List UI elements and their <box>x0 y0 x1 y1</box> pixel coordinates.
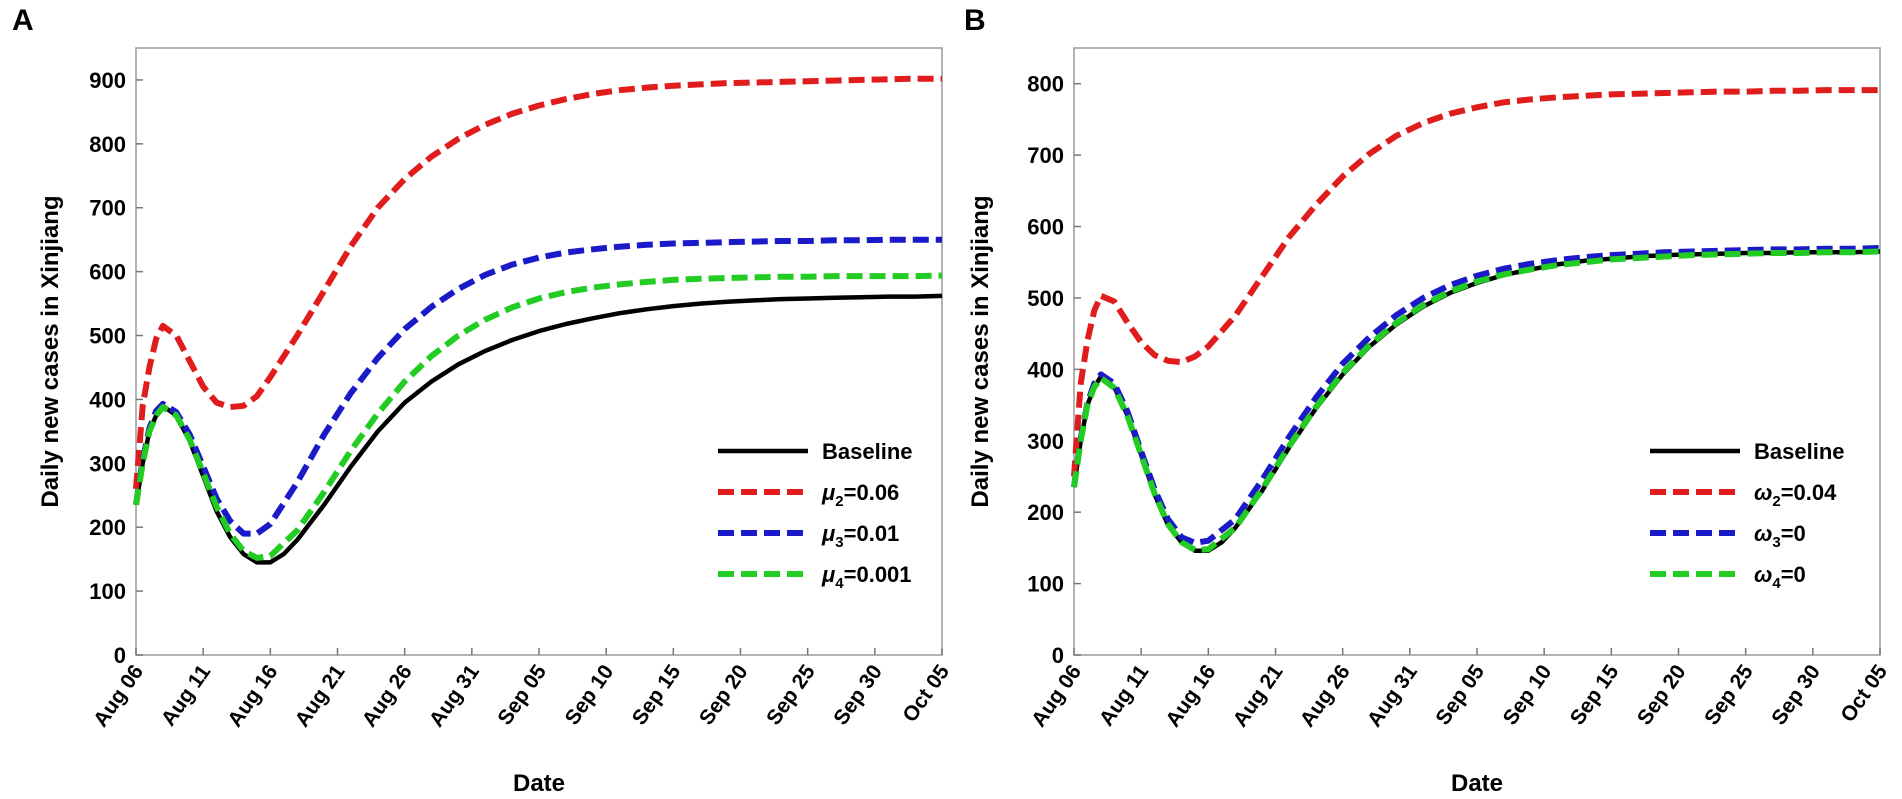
legend-label: μ2=0.06 <box>821 480 899 510</box>
legend-label: ω3=0 <box>1754 521 1806 551</box>
y-tick-label: 300 <box>89 451 126 476</box>
x-axis-label: Date <box>1451 770 1503 797</box>
y-tick-label: 700 <box>1027 143 1064 168</box>
x-tick-label: Sep 15 <box>628 660 686 729</box>
x-tick-label: Sep 25 <box>762 660 820 729</box>
panel-label: A <box>12 4 34 37</box>
x-tick-label: Sep 30 <box>1767 661 1825 730</box>
y-tick-label: 0 <box>1052 643 1064 668</box>
y-axis-label: Daily new cases in Xinjiang <box>37 195 64 507</box>
x-tick-label: Oct 05 <box>1836 660 1892 726</box>
legend: Baseline ω2=0.04 ω3=0 ω4=0 <box>1650 439 1845 592</box>
x-tick-label: Aug 26 <box>1296 661 1355 732</box>
x-tick-label: Aug 06 <box>89 661 148 732</box>
y-tick-label: 0 <box>114 643 126 668</box>
y-axis-label: Daily new cases in Xinjiang <box>967 195 994 507</box>
x-tick-label: Aug 21 <box>1229 660 1288 731</box>
x-tick-label: Aug 26 <box>358 661 417 732</box>
x-tick-label: Aug 31 <box>1363 660 1422 731</box>
x-tick-label: Aug 11 <box>157 660 216 730</box>
x-tick-label: Sep 30 <box>829 661 887 730</box>
legend-label: ω4=0 <box>1754 562 1806 592</box>
y-tick-label: 600 <box>1027 215 1064 240</box>
x-tick-label: Sep 10 <box>561 661 619 730</box>
x-tick-label: Aug 06 <box>1027 661 1086 732</box>
x-tick-label: Aug 11 <box>1095 660 1154 730</box>
x-tick-label: Aug 31 <box>425 660 484 731</box>
y-tick-label: 200 <box>89 515 126 540</box>
y-tick-label: 200 <box>1027 500 1064 525</box>
x-tick-label: Sep 15 <box>1566 660 1624 729</box>
y-tick-label: 600 <box>89 260 126 285</box>
series-line-baseline <box>1071 249 1881 553</box>
x-tick-label: Sep 20 <box>1633 661 1691 730</box>
series-line-omega2 <box>1071 87 1880 477</box>
x-tick-label: Oct 05 <box>898 660 954 726</box>
series-line-mu4 <box>133 272 943 561</box>
y-tick-label: 700 <box>89 196 126 221</box>
x-tick-label: Sep 20 <box>695 661 753 730</box>
legend: Baseline μ2=0.06 μ3=0.01 μ4=0.001 <box>718 439 913 592</box>
y-tick-label: 400 <box>1027 357 1064 382</box>
y-tick-label: 500 <box>89 324 126 349</box>
x-tick-label: Sep 25 <box>1700 660 1758 729</box>
y-tick-label: 400 <box>89 387 126 412</box>
y-tick-label: 900 <box>89 68 126 93</box>
legend-label: Baseline <box>822 439 913 464</box>
series-line-omega4 <box>1071 248 1881 553</box>
x-tick-label: Sep 05 <box>1431 660 1489 729</box>
series-line-mu2 <box>133 75 942 490</box>
legend-label: μ4=0.001 <box>821 562 912 592</box>
x-axis-label: Date <box>513 770 565 797</box>
x-tick-label: Aug 21 <box>291 660 350 731</box>
y-tick-label: 500 <box>1027 286 1064 311</box>
y-tick-label: 300 <box>1027 429 1064 454</box>
y-tick-label: 800 <box>89 132 126 157</box>
y-tick-label: 100 <box>1027 572 1064 597</box>
legend-label: ω2=0.04 <box>1754 480 1837 510</box>
legend-label: Baseline <box>1754 439 1845 464</box>
x-tick-label: Aug 16 <box>223 661 282 732</box>
x-tick-label: Sep 10 <box>1499 661 1557 730</box>
legend-label: μ3=0.01 <box>821 521 899 551</box>
y-tick-label: 100 <box>89 579 126 604</box>
y-tick-label: 800 <box>1027 72 1064 97</box>
x-tick-label: Sep 05 <box>493 660 551 729</box>
panel-label: B <box>964 4 986 37</box>
x-tick-label: Aug 16 <box>1161 661 1220 732</box>
